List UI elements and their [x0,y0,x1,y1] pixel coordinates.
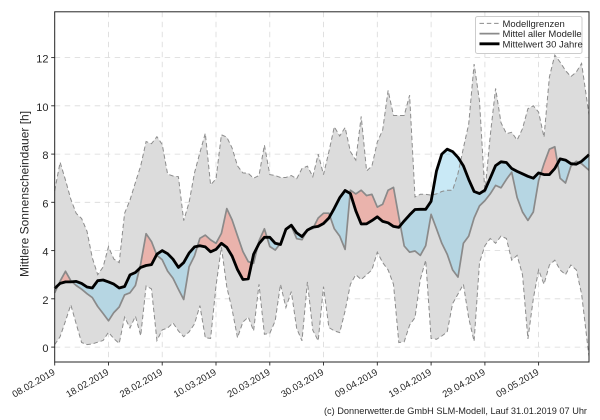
svg-text:12: 12 [36,54,48,66]
svg-text:2: 2 [42,295,48,307]
svg-text:4: 4 [42,247,48,259]
svg-text:8: 8 [42,150,48,162]
svg-text:6: 6 [42,198,48,210]
svg-text:10: 10 [36,102,48,114]
svg-text:Mittel aller Modelle: Mittel aller Modelle [503,29,582,40]
svg-text:Modellgrenzen: Modellgrenzen [503,19,565,30]
svg-text:Mittelwert 30 Jahre: Mittelwert 30 Jahre [503,39,583,50]
svg-text:0: 0 [42,343,48,355]
svg-text:Mittlere Sonnenscheindauer [h]: Mittlere Sonnenscheindauer [h] [18,111,32,277]
svg-text:(c) Donnerwetter.de GmbH SLM-M: (c) Donnerwetter.de GmbH SLM-Modell, Lau… [324,406,587,416]
